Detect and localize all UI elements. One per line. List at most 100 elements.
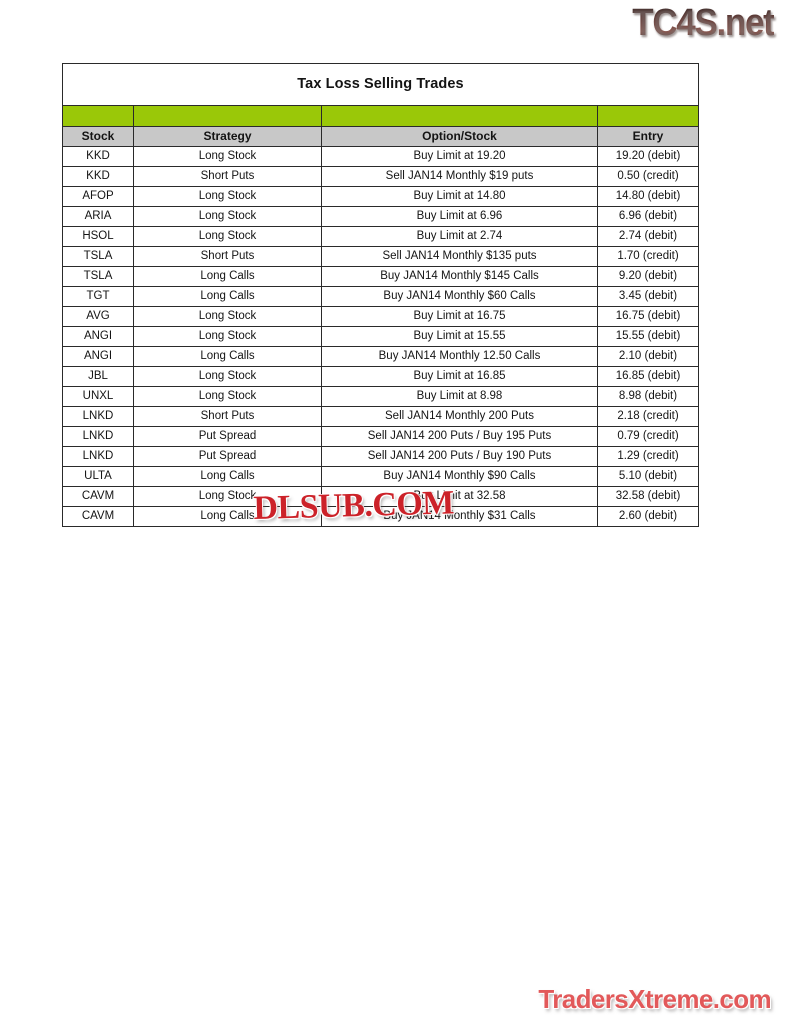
trade-option-stock: Buy JAN14 Monthly $60 Calls	[321, 286, 598, 307]
trade-stock-symbol: AVG	[62, 306, 134, 327]
table-row: ANGI Long Calls Buy JAN14 Monthly 12.50 Ca…	[62, 346, 699, 367]
trade-option-stock: Buy JAN14 Monthly 12.50 Calls	[321, 346, 598, 367]
page-title: Tax Loss Selling Trades	[62, 63, 699, 106]
accent-bar-cell-4	[597, 105, 699, 127]
trade-stock-symbol: ARIA	[62, 206, 134, 227]
trade-option-stock: Sell JAN14 200 Puts / Buy 190 Puts	[321, 446, 598, 467]
accent-bar-fill	[322, 106, 597, 126]
trade-entry-price: 2.60 (debit)	[597, 506, 699, 527]
trade-stock-symbol: AFOP	[62, 186, 134, 207]
column-header-strategy: Strategy	[133, 126, 322, 147]
trade-strategy: Long Calls	[133, 286, 322, 307]
trade-entry-price: 0.79 (credit)	[597, 426, 699, 447]
accent-bar-cell-1	[62, 105, 134, 127]
trade-strategy: Long Calls	[133, 466, 322, 487]
column-header-entry: Entry	[597, 126, 699, 147]
trade-option-stock: Buy Limit at 16.75	[321, 306, 598, 327]
table-row: AFOP Long Stock Buy Limit at 14.80 14.80 (d…	[62, 186, 699, 207]
trade-stock-symbol: TGT	[62, 286, 134, 307]
trade-strategy: Long Stock	[133, 326, 322, 347]
trade-strategy: Long Stock	[133, 146, 322, 167]
trade-option-stock: Buy Limit at 8.98	[321, 386, 598, 407]
accent-bar-fill	[134, 106, 321, 126]
trade-strategy: Long Stock	[133, 206, 322, 227]
table-title-row: Tax Loss Selling Trades	[62, 63, 699, 106]
trade-entry-price: 3.45 (debit)	[597, 286, 699, 307]
trade-option-stock: Buy Limit at 2.74	[321, 226, 598, 247]
trade-option-stock: Buy JAN14 Monthly $31 Calls	[321, 506, 598, 527]
trade-strategy: Long Stock	[133, 366, 322, 387]
trade-stock-symbol: ANGI	[62, 326, 134, 347]
trade-strategy: Long Stock	[133, 386, 322, 407]
tax-loss-selling-trades-table: Tax Loss Selling Trades Stock Strategy O…	[62, 63, 699, 527]
table-row: LNKD Short Puts Sell JAN14 Monthly 200 Put…	[62, 406, 699, 427]
trade-entry-price: 19.20 (debit)	[597, 146, 699, 167]
trade-stock-symbol: KKD	[62, 146, 134, 167]
trade-option-stock: Buy Limit at 15.55	[321, 326, 598, 347]
trade-stock-symbol: LNKD	[62, 406, 134, 427]
trade-option-stock: Sell JAN14 200 Puts / Buy 195 Puts	[321, 426, 598, 447]
trade-stock-symbol: TSLA	[62, 246, 134, 267]
table-row: LNKD Put Spread Sell JAN14 200 Puts / Buy …	[62, 426, 699, 447]
trade-stock-symbol: CAVM	[62, 486, 134, 507]
accent-bar-cell-3	[321, 105, 598, 127]
trade-stock-symbol: ULTA	[62, 466, 134, 487]
trade-stock-symbol: KKD	[62, 166, 134, 187]
table-row: CAVM Long Stock Buy Limit at 32.58 32.58 (d…	[62, 486, 699, 507]
trade-option-stock: Buy Limit at 19.20	[321, 146, 598, 167]
trade-option-stock: Sell JAN14 Monthly 200 Puts	[321, 406, 598, 427]
trade-strategy: Short Puts	[133, 246, 322, 267]
bottom-right-logo: TradersXtreme.com	[538, 984, 772, 1014]
trade-entry-price: 32.58 (debit)	[597, 486, 699, 507]
trade-entry-price: 6.96 (debit)	[597, 206, 699, 227]
trade-stock-symbol: CAVM	[62, 506, 134, 527]
trade-entry-price: 5.10 (debit)	[597, 466, 699, 487]
trade-strategy: Short Puts	[133, 166, 322, 187]
trade-entry-price: 2.18 (credit)	[597, 406, 699, 427]
dlsub-watermark: DLSUB.COM	[252, 484, 455, 528]
trade-entry-price: 16.75 (debit)	[597, 306, 699, 327]
accent-spacer-row	[62, 105, 699, 127]
trade-strategy: Short Puts	[133, 406, 322, 427]
column-header-stock: Stock	[62, 126, 134, 147]
top-right-logo-shadow: TC4S.net	[634, 6, 777, 44]
table-row: TSLA Long Calls Buy JAN14 Monthly $145 Cal…	[62, 266, 699, 287]
trade-stock-symbol: LNKD	[62, 426, 134, 447]
table-row: ANGI Long Stock Buy Limit at 15.55 15.55 (d…	[62, 326, 699, 347]
trade-entry-price: 0.50 (credit)	[597, 166, 699, 187]
table-row: ARIA Long Stock Buy Limit at 6.96 6.96 (deb…	[62, 206, 699, 227]
trade-option-stock: Buy Limit at 14.80	[321, 186, 598, 207]
table-row: CAVM Long Calls Buy JAN14 Monthly $31 Call…	[62, 506, 699, 527]
trade-stock-symbol: HSOL	[62, 226, 134, 247]
trade-strategy: Put Spread	[133, 446, 322, 467]
trade-stock-symbol: ANGI	[62, 346, 134, 367]
trade-stock-symbol: JBL	[62, 366, 134, 387]
trade-entry-price: 14.80 (debit)	[597, 186, 699, 207]
trade-entry-price: 16.85 (debit)	[597, 366, 699, 387]
table-row: HSOL Long Stock Buy Limit at 2.74 2.74 (deb…	[62, 226, 699, 247]
trade-strategy: Long Calls	[133, 346, 322, 367]
table-header-row: Stock Strategy Option/Stock Entry	[62, 126, 699, 147]
table-row: KKD Long Stock Buy Limit at 19.20 19.20 (de…	[62, 146, 699, 167]
trade-option-stock: Buy Limit at 16.85	[321, 366, 598, 387]
column-header-option: Option/Stock	[321, 126, 598, 147]
trade-option-stock: Sell JAN14 Monthly $19 puts	[321, 166, 598, 187]
accent-bar-fill	[598, 106, 698, 126]
trade-strategy: Long Stock	[133, 306, 322, 327]
trade-strategy: Long Stock	[133, 186, 322, 207]
trade-stock-symbol: LNKD	[62, 446, 134, 467]
trade-strategy: Put Spread	[133, 426, 322, 447]
table-body: Tax Loss Selling Trades Stock Strategy O…	[62, 63, 699, 527]
table-row: TGT Long Calls Buy JAN14 Monthly $60 Calls…	[62, 286, 699, 307]
accent-bar-cell-2	[133, 105, 322, 127]
table-row: LNKD Put Spread Sell JAN14 200 Puts / Buy …	[62, 446, 699, 467]
table-row: KKD Short Puts Sell JAN14 Monthly $19 puts…	[62, 166, 699, 187]
trade-entry-price: 8.98 (debit)	[597, 386, 699, 407]
accent-bar-fill	[63, 106, 133, 126]
trade-stock-symbol: UNXL	[62, 386, 134, 407]
table-row: AVG Long Stock Buy Limit at 16.75 16.75 (de…	[62, 306, 699, 327]
trade-strategy: Long Calls	[133, 266, 322, 287]
top-right-logo: TC4S.net	[631, 2, 775, 44]
trade-strategy: Long Stock	[133, 226, 322, 247]
table-row: UNXL Long Stock Buy Limit at 8.98 8.98 (deb…	[62, 386, 699, 407]
